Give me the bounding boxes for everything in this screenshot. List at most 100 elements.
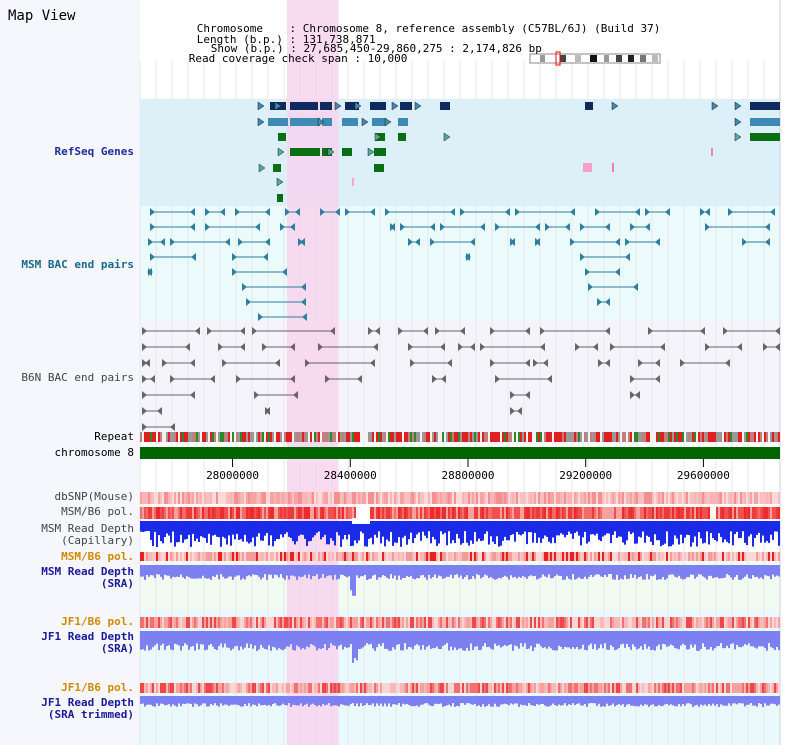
jf1-b6-pol-trim-segment	[208, 683, 210, 693]
refseq-gene[interactable]	[342, 118, 358, 126]
refseq-gene[interactable]	[290, 148, 320, 156]
refseq-gene[interactable]	[750, 133, 780, 141]
chromosome-bar[interactable]	[140, 447, 780, 459]
jf1-depth-trim-bar	[662, 696, 664, 706]
dbsnp-segment	[476, 492, 478, 504]
msm-b6-pol-segment	[454, 507, 456, 519]
bac-end-marker	[580, 253, 585, 261]
refseq-gene[interactable]	[278, 133, 286, 141]
refseq-gene[interactable]	[345, 102, 359, 110]
refseq-gene[interactable]	[322, 148, 332, 156]
msm-b6-pol-sra-segment	[378, 552, 380, 561]
bac-end-marker	[295, 208, 300, 216]
dbsnp-segment	[492, 492, 494, 504]
refseq-gene[interactable]	[711, 148, 713, 156]
msm-depth-sra-bar	[242, 565, 244, 579]
jf1-b6-pol-trim-segment	[290, 683, 292, 693]
refseq-gene[interactable]	[585, 102, 593, 110]
dbsnp-segment	[292, 492, 294, 504]
track-label-msm-b6-pol-sra[interactable]: MSM/B6 pol.	[61, 550, 134, 563]
jf1-b6-pol-trim-segment	[592, 683, 594, 693]
jf1-depth-sra-bar	[234, 631, 236, 647]
msm-depth-sra-bar	[426, 565, 428, 580]
msm-b6-pol-segment	[240, 507, 242, 519]
refseq-gene[interactable]	[342, 148, 352, 156]
msm-depth-capillary-bar	[536, 521, 538, 543]
msm-b6-pol-sra-segment	[166, 552, 168, 561]
msm-depth-sra-bar	[446, 565, 448, 577]
bac-end-marker	[535, 238, 540, 246]
track-label-jf1-b6-pol-trim[interactable]: JF1/B6 pol.	[61, 681, 134, 694]
refseq-gene[interactable]	[277, 194, 283, 202]
refseq-gene[interactable]	[290, 118, 320, 126]
track-label-msm-depth-capillary[interactable]: MSM Read Depth	[41, 522, 134, 535]
refseq-gene[interactable]	[322, 118, 332, 126]
track-label-msm-b6-pol[interactable]: MSM/B6 pol.	[61, 505, 134, 518]
track-label-jf1-b6-pol[interactable]: JF1/B6 pol.	[61, 615, 134, 628]
jf1-b6-pol-segment	[568, 617, 570, 628]
refseq-gene[interactable]	[372, 118, 386, 126]
msm-depth-sra-bar	[344, 565, 346, 577]
track-label-refseq[interactable]: RefSeq Genes	[54, 145, 134, 158]
jf1-b6-pol-segment	[342, 617, 344, 628]
jf1-b6-pol-segment	[532, 617, 534, 628]
refseq-gene[interactable]	[273, 164, 281, 172]
msm-depth-capillary-bar	[562, 521, 564, 535]
refseq-gene[interactable]	[750, 118, 780, 126]
track-label-dbsnp[interactable]: dbSNP(Mouse)	[54, 490, 134, 503]
refseq-gene[interactable]	[374, 164, 384, 172]
jf1-depth-trim-bar	[474, 696, 476, 704]
msm-b6-pol-sra-segment	[240, 552, 242, 561]
refseq-gene[interactable]	[400, 102, 412, 110]
msm-depth-capillary-bar	[222, 521, 224, 537]
msm-b6-pol-sra-segment	[582, 552, 584, 561]
msm-b6-pol-segment	[272, 507, 274, 519]
refseq-gene[interactable]	[290, 102, 318, 110]
repeat-segment	[176, 432, 178, 442]
ideogram-current-position[interactable]	[555, 51, 561, 66]
msm-b6-pol-sra-segment	[142, 552, 144, 561]
refseq-gene[interactable]	[320, 102, 332, 110]
gene-arrow	[276, 177, 284, 187]
msm-depth-sra-bar	[470, 565, 472, 579]
msm-b6-pol-sra-segment	[186, 552, 188, 561]
refseq-gene[interactable]	[398, 133, 406, 141]
jf1-depth-sra-bar	[194, 631, 196, 651]
refseq-gene[interactable]	[268, 118, 288, 126]
msm-depth-sra-bar	[142, 565, 144, 577]
jf1-depth-sra-bar	[748, 631, 750, 644]
track-label-msm-depth-sra[interactable]: MSM Read Depth	[41, 565, 134, 578]
refseq-gene[interactable]	[440, 102, 450, 110]
dbsnp-segment	[376, 492, 378, 504]
track-label-jf1-depth-trim[interactable]: JF1 Read Depth	[41, 696, 134, 709]
refseq-gene[interactable]	[583, 163, 592, 172]
track-label-chromosome[interactable]: chromosome 8	[54, 446, 134, 459]
msm-b6-pol-sra-segment	[756, 552, 758, 561]
msm-b6-pol-sra-segment	[642, 552, 644, 561]
jf1-depth-sra-bar	[586, 631, 588, 651]
track-label-repeat[interactable]: Repeat	[94, 430, 134, 443]
refseq-gene[interactable]	[352, 178, 354, 186]
msm-b6-pol-segment	[396, 507, 398, 519]
refseq-gene[interactable]	[612, 163, 614, 172]
track-label-b6n-bac[interactable]: B6N BAC end pairs	[21, 371, 134, 384]
jf1-depth-sra-bar	[596, 631, 598, 650]
msm-b6-pol-sra-segment	[398, 552, 400, 561]
refseq-gene[interactable]	[374, 148, 386, 156]
track-label-jf1-depth-sra[interactable]: JF1 Read Depth	[41, 630, 134, 643]
msm-b6-pol-segment	[398, 507, 400, 519]
msm-b6-pol-sra-segment	[654, 552, 656, 561]
jf1-depth-sra-bar	[410, 631, 412, 648]
jf1-b6-pol-trim-segment	[730, 683, 732, 693]
jf1-b6-pol-trim-segment	[212, 683, 214, 693]
track-label-msm-bac[interactable]: MSM BAC end pairs	[21, 258, 134, 271]
repeat-segment	[366, 432, 368, 442]
refseq-gene[interactable]	[398, 118, 408, 126]
jf1-b6-pol-trim-segment	[568, 683, 570, 693]
refseq-gene[interactable]	[750, 102, 780, 110]
dbsnp-segment	[670, 492, 672, 504]
refseq-gene[interactable]	[370, 102, 386, 110]
msm-depth-sra-bar	[774, 565, 776, 577]
repeat-segment	[524, 432, 526, 442]
